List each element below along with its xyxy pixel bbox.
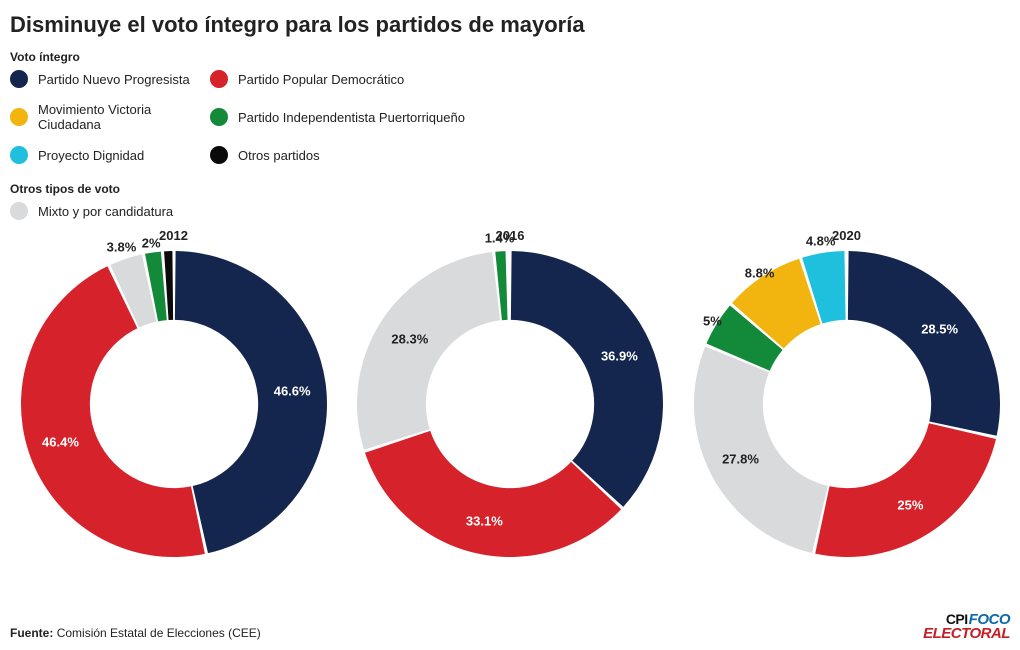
donut: 36.9%33.1%28.3%1.4% xyxy=(355,249,665,559)
legend-label: Otros partidos xyxy=(238,148,320,163)
legend-item: Proyecto Dignidad xyxy=(10,146,210,164)
slice-label: 28.5% xyxy=(921,322,958,337)
slice-label: 1.4% xyxy=(485,230,515,245)
page-title: Disminuye el voto íntegro para los parti… xyxy=(10,12,1010,38)
donut-chart: 201636.9%33.1%28.3%1.4% xyxy=(353,228,668,559)
footer: Fuente: Comisión Estatal de Elecciones (… xyxy=(10,613,1010,640)
slice-label: 8.8% xyxy=(745,265,775,280)
slice-label: 3.8% xyxy=(107,240,137,255)
legend-label: Partido Independentista Puertorriqueño xyxy=(238,110,465,125)
legend-label: Partido Popular Democrático xyxy=(238,72,404,87)
swatch xyxy=(10,108,28,126)
slice-label: 4.8% xyxy=(806,233,836,248)
legend-integro-label: Voto íntegro xyxy=(10,50,1010,64)
swatch xyxy=(10,146,28,164)
swatch xyxy=(210,146,228,164)
source-prefix: Fuente: xyxy=(10,626,53,640)
legend-item-mixto: Mixto y por candidatura xyxy=(10,202,1010,220)
source-text: Comisión Estatal de Elecciones (CEE) xyxy=(57,626,261,640)
donut-slice xyxy=(693,346,827,552)
slice-label: 27.8% xyxy=(722,451,759,466)
legend-item: Partido Independentista Puertorriqueño xyxy=(210,102,470,132)
swatch xyxy=(10,70,28,88)
legend-label: Partido Nuevo Progresista xyxy=(38,72,190,87)
donut-slice xyxy=(847,251,999,436)
chart-year: 2020 xyxy=(832,228,861,243)
legend-integro: Partido Nuevo Progresista Partido Popular… xyxy=(10,70,1010,164)
source-line: Fuente: Comisión Estatal de Elecciones (… xyxy=(10,626,261,640)
legend-item: Partido Popular Democrático xyxy=(210,70,470,88)
swatch xyxy=(210,108,228,126)
donut: 28.5%25%27.8%5%8.8%4.8% xyxy=(692,249,1002,559)
swatch xyxy=(210,70,228,88)
swatch-mixto xyxy=(10,202,28,220)
donut: 46.6%46.4%3.8%2% xyxy=(19,249,329,559)
donut-chart: 2012 46.6% 46.4% 3.8% 2% xyxy=(16,228,331,559)
legend-label: Movimiento Victoria Ciudadana xyxy=(38,102,210,132)
slice-label: 33.1% xyxy=(466,513,503,528)
logo: CPIFOCO ELECTORAL xyxy=(923,613,1010,640)
slice-label: 25% xyxy=(897,497,923,512)
donut-chart: 2020 28.5% 25% 27.8% 5% 8.8% 4.8% xyxy=(689,228,1004,559)
donut-slice xyxy=(511,251,663,507)
legend-otros-label: Otros tipos de voto xyxy=(10,182,1010,196)
slice-label: 46.6% xyxy=(274,384,311,399)
legend-item: Movimiento Victoria Ciudadana xyxy=(10,102,210,132)
legend-item: Otros partidos xyxy=(210,146,470,164)
slice-label: 2% xyxy=(142,236,161,251)
slice-label: 28.3% xyxy=(391,332,428,347)
legend-label-mixto: Mixto y por candidatura xyxy=(38,204,173,219)
donut-slice xyxy=(357,252,500,450)
logo-electoral: ELECTORAL xyxy=(923,627,1010,641)
legend-otros: Mixto y por candidatura xyxy=(10,202,1010,220)
donut-slice xyxy=(174,251,326,553)
chart-year: 2012 xyxy=(159,228,188,243)
slice-label: 36.9% xyxy=(601,349,638,364)
donut-slice xyxy=(815,423,996,557)
legend-item: Partido Nuevo Progresista xyxy=(10,70,210,88)
slice-label: 5% xyxy=(703,314,722,329)
slice-label: 46.4% xyxy=(42,435,79,450)
legend-label: Proyecto Dignidad xyxy=(38,148,144,163)
charts-row: 201246.6%46.4%3.8%2%201636.9%33.1%28.3%1… xyxy=(10,228,1010,559)
